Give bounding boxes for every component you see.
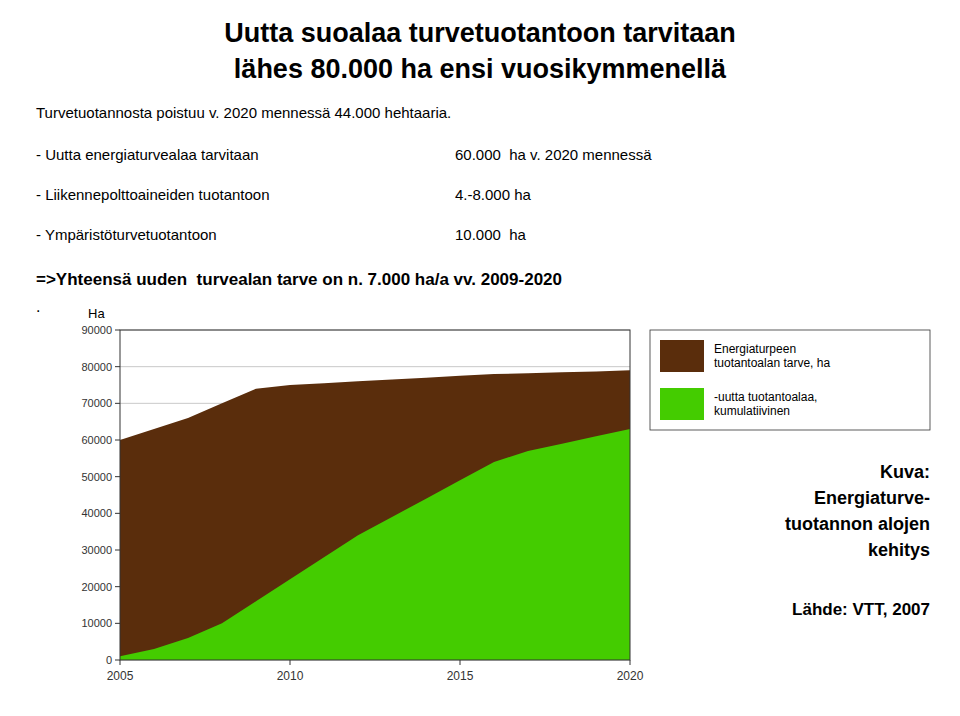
y-tick-label: 70000 (81, 397, 112, 409)
annotation: 4.-8.000 ha (455, 186, 532, 203)
annotation: - Uutta energiaturvealaa tarvitaan (36, 146, 259, 163)
y-tick (115, 586, 120, 587)
y-tick-label: 90000 (81, 324, 112, 336)
area (120, 370, 630, 660)
y-tick (115, 550, 120, 551)
grid-line (120, 366, 630, 367)
area (120, 429, 630, 660)
annotation: - Liikennepolttoaineiden tuotantoon (36, 186, 270, 203)
annotation: 60.000 ha v. 2020 mennessä (455, 146, 652, 163)
y-tick-label: 50000 (81, 471, 112, 483)
y-tick (115, 330, 120, 331)
slide: Uutta suoalaa turvetuotantoon tarvitaanl… (0, 0, 960, 716)
y-tick-label: 0 (106, 654, 112, 666)
annotation: - Ympäristöturvetuotantoon (36, 226, 217, 243)
legend-box (650, 330, 930, 430)
annotation: . (36, 298, 40, 315)
grid (120, 330, 630, 660)
y-tick (115, 660, 120, 661)
y-tick-label: 10000 (81, 617, 112, 629)
y-tick (115, 403, 120, 404)
annotation: =>Yhteensä uuden turvealan tarve on n. 7… (36, 270, 562, 289)
y-tick (115, 366, 120, 367)
legend-label: Energiaturpeentuotantoalan tarve, ha (714, 342, 830, 370)
y-tick (115, 513, 120, 514)
x-tick-label: 2015 (447, 669, 474, 683)
x-tick (290, 660, 291, 665)
y-tick (115, 476, 120, 477)
y-tick-label: 20000 (81, 581, 112, 593)
legend-label: -uutta tuotantoalaa,kumulatiivinen (714, 390, 817, 418)
title: Uutta suoalaa turvetuotantoon tarvitaanl… (224, 18, 736, 84)
annotation: 10.000 ha (455, 226, 527, 243)
subtitle: Turvetuotannosta poistuu v. 2020 menness… (36, 104, 451, 121)
y-tick-label: 60000 (81, 434, 112, 446)
annotation: Lähde: VTT, 2007 (792, 600, 930, 619)
x-tick-label: 2020 (617, 669, 644, 683)
y-tick (115, 440, 120, 441)
y-tick (115, 623, 120, 624)
x-tick (460, 660, 461, 665)
y-tick-label: 80000 (81, 361, 112, 373)
x-tick (120, 660, 121, 665)
areas (120, 370, 630, 660)
y-tick-label: 30000 (81, 544, 112, 556)
legend-swatch (660, 388, 704, 420)
x-tick-label: 2010 (277, 669, 304, 683)
x-tick-label: 2005 (107, 669, 134, 683)
plot-frame (120, 330, 630, 660)
legend: Energiaturpeentuotantoalan tarve, ha -uut… (650, 330, 930, 430)
x-tick (630, 660, 631, 665)
y-tick-label: 40000 (81, 507, 112, 519)
annotation: Kuva:Energiaturve-tuotannon alojenkehity… (785, 462, 930, 560)
y-axis-label: Ha (88, 306, 105, 321)
legend-swatch (660, 340, 704, 372)
